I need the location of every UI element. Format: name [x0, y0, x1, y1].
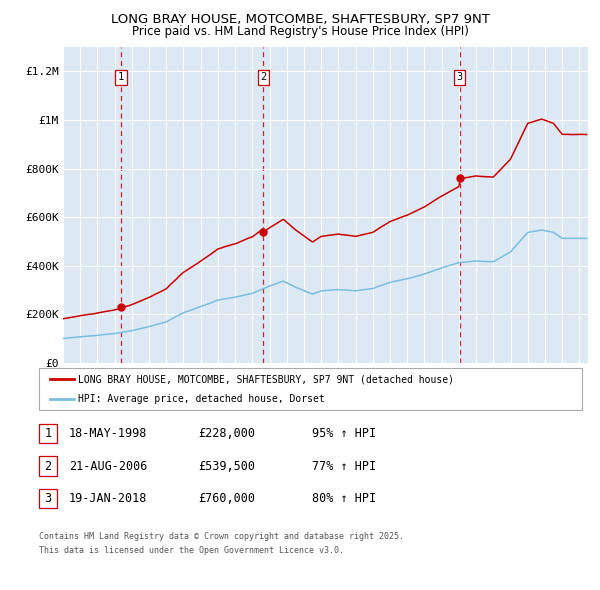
Text: 3: 3	[457, 72, 463, 82]
Text: This data is licensed under the Open Government Licence v3.0.: This data is licensed under the Open Gov…	[39, 546, 344, 555]
Text: 80% ↑ HPI: 80% ↑ HPI	[312, 492, 376, 505]
Text: 18-MAY-1998: 18-MAY-1998	[69, 427, 148, 440]
Text: 19-JAN-2018: 19-JAN-2018	[69, 492, 148, 505]
Text: 1: 1	[44, 427, 52, 440]
Text: 1: 1	[118, 72, 124, 82]
Text: Contains HM Land Registry data © Crown copyright and database right 2025.: Contains HM Land Registry data © Crown c…	[39, 532, 404, 541]
Text: HPI: Average price, detached house, Dorset: HPI: Average price, detached house, Dors…	[78, 394, 325, 404]
Text: Price paid vs. HM Land Registry's House Price Index (HPI): Price paid vs. HM Land Registry's House …	[131, 25, 469, 38]
Text: 3: 3	[44, 492, 52, 505]
Text: 21-AUG-2006: 21-AUG-2006	[69, 460, 148, 473]
Text: 95% ↑ HPI: 95% ↑ HPI	[312, 427, 376, 440]
Text: 77% ↑ HPI: 77% ↑ HPI	[312, 460, 376, 473]
Text: LONG BRAY HOUSE, MOTCOMBE, SHAFTESBURY, SP7 9NT: LONG BRAY HOUSE, MOTCOMBE, SHAFTESBURY, …	[110, 13, 490, 26]
Text: 2: 2	[260, 72, 266, 82]
Text: £760,000: £760,000	[198, 492, 255, 505]
Text: £228,000: £228,000	[198, 427, 255, 440]
Text: 2: 2	[44, 460, 52, 473]
Text: LONG BRAY HOUSE, MOTCOMBE, SHAFTESBURY, SP7 9NT (detached house): LONG BRAY HOUSE, MOTCOMBE, SHAFTESBURY, …	[78, 374, 454, 384]
Text: £539,500: £539,500	[198, 460, 255, 473]
